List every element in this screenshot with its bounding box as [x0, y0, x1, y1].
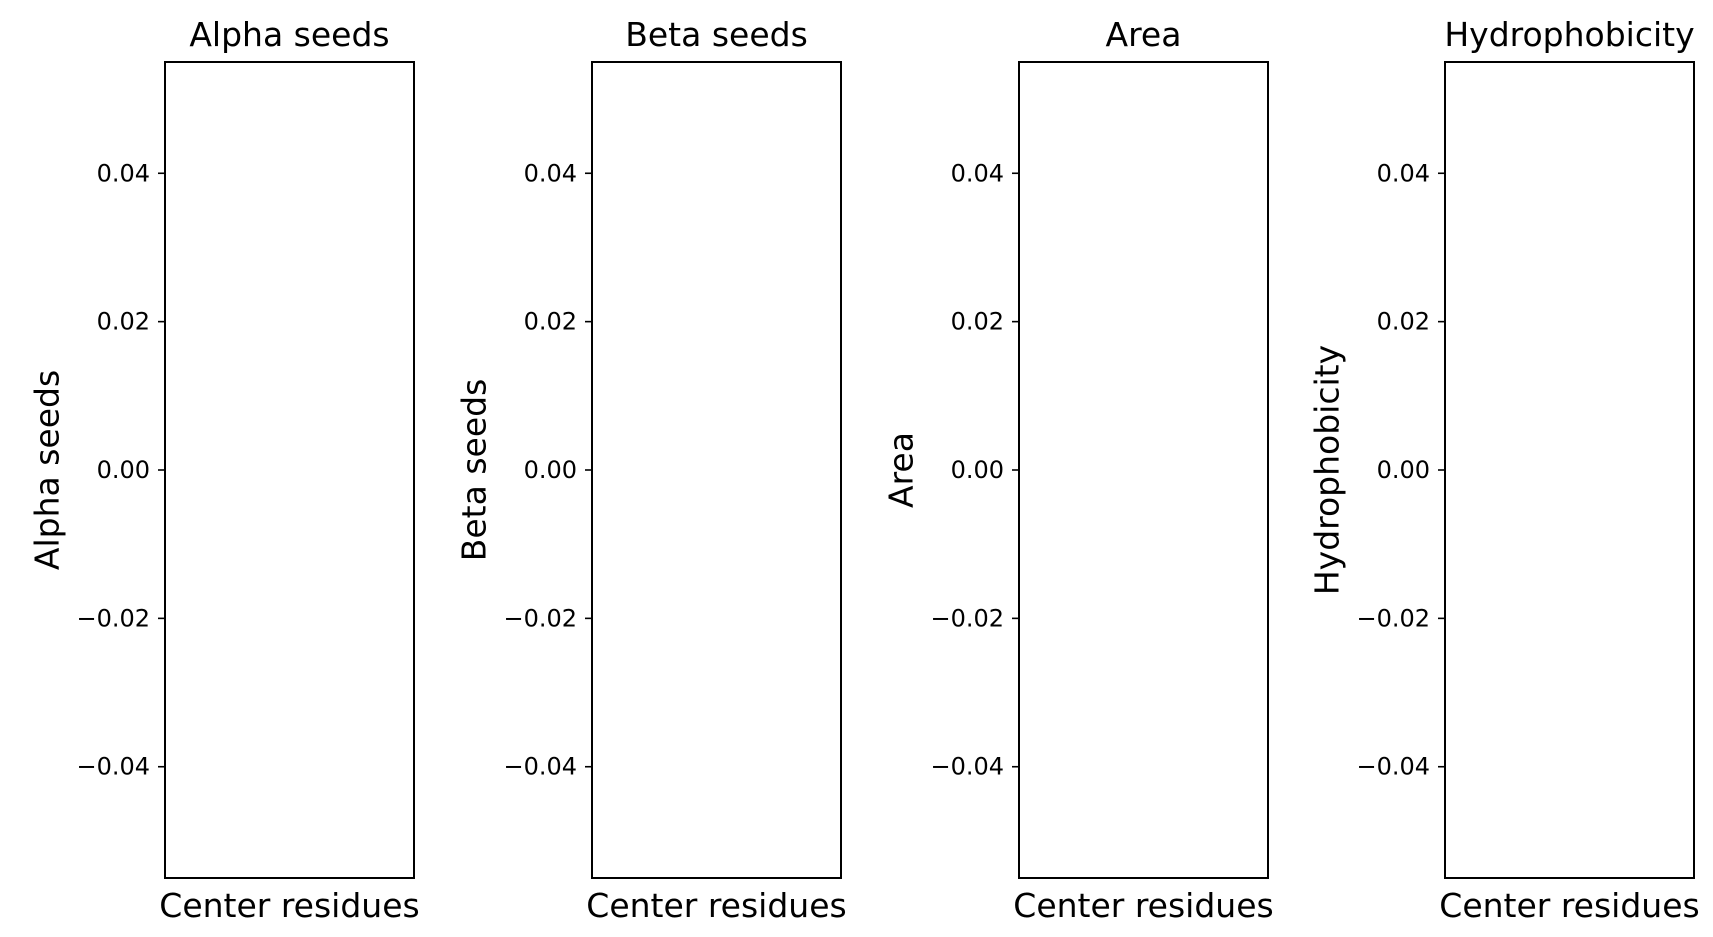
panel-title: Alpha seeds	[189, 15, 389, 54]
y-tick-label: −0.02	[76, 604, 150, 632]
y-tick-label: −0.04	[503, 753, 577, 781]
y-tick-label: 0.00	[97, 456, 150, 484]
y-axis-label: Area	[881, 432, 920, 508]
y-tick-label: 0.00	[524, 456, 577, 484]
y-tick-label: −0.02	[503, 604, 577, 632]
x-axis-label: Center residues	[1013, 886, 1273, 925]
y-tick-label: 0.04	[524, 159, 577, 187]
axes-frame	[591, 61, 842, 879]
y-axis-label: Alpha seeds	[27, 370, 66, 570]
axes-frame	[164, 61, 415, 879]
y-tick-label: 0.04	[951, 159, 1004, 187]
axes-frame	[1444, 61, 1695, 879]
y-tick-label: −0.04	[76, 753, 150, 781]
panel-1: Alpha seeds Center residues 0.04 0.02 0.00 −0…	[27, 15, 419, 925]
y-tick-label: −0.02	[1356, 604, 1430, 632]
y-axis-label: Beta seeds	[454, 379, 493, 562]
panel-title: Beta seeds	[625, 15, 808, 54]
y-tick-label: 0.04	[97, 159, 150, 187]
panel-title: Hydrophobicity	[1444, 15, 1694, 54]
axes-frame	[1018, 61, 1269, 879]
y-tick-label: 0.00	[951, 456, 1004, 484]
x-axis-label: Center residues	[159, 886, 419, 925]
y-tick-label: 0.02	[524, 308, 577, 336]
panel-3: Area Center residues 0.04 0.02 0.00 −0.02 −0.0…	[881, 15, 1273, 925]
y-axis-label: Hydrophobicity	[1307, 345, 1346, 595]
y-tick-label: 0.00	[1377, 456, 1430, 484]
y-tick-label: 0.02	[1377, 308, 1430, 336]
y-tick-label: −0.04	[930, 753, 1004, 781]
panel-title: Area	[1106, 15, 1182, 54]
y-tick-label: 0.02	[97, 308, 150, 336]
panel-4: Hydrophobicity Center residues 0.04 0.02 0.0…	[1307, 15, 1699, 925]
x-axis-label: Center residues	[586, 886, 846, 925]
y-tick-label: −0.02	[930, 604, 1004, 632]
y-tick-label: 0.02	[951, 308, 1004, 336]
y-tick-label: 0.04	[1377, 159, 1430, 187]
x-axis-label: Center residues	[1439, 886, 1699, 925]
panel-2: Beta seeds Center residues 0.04 0.02 0.00 −0.…	[454, 15, 846, 925]
y-tick-label: −0.04	[1356, 753, 1430, 781]
